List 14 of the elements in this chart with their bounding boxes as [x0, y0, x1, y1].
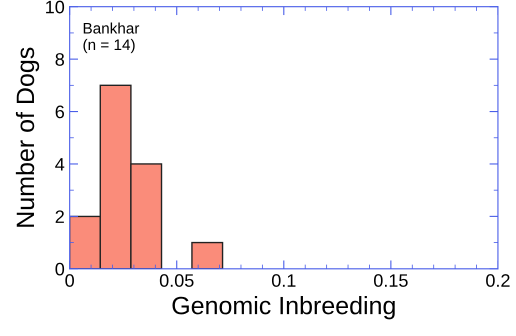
- y-tick-label: 6: [56, 105, 64, 118]
- y-tick-label: 2: [56, 210, 64, 223]
- x-axis-title: Genomic Inbreeding: [172, 296, 395, 320]
- x-tick-label: 0.15: [374, 274, 408, 287]
- y-axis-title: Number of Dogs: [16, 48, 40, 227]
- y-tick-label: 0: [55, 262, 64, 276]
- y-tick-label: 8: [56, 53, 64, 66]
- annotation: Bankhar (n = 14): [83, 22, 140, 54]
- x-tick-label: 0: [65, 274, 74, 287]
- y-tick-label: 10: [46, 0, 64, 14]
- x-tick-label: 0.05: [160, 274, 194, 287]
- y-tick-label: 4: [55, 158, 64, 171]
- x-tick-label: 0.2: [486, 274, 510, 287]
- x-tick-label: 0.1: [272, 274, 296, 287]
